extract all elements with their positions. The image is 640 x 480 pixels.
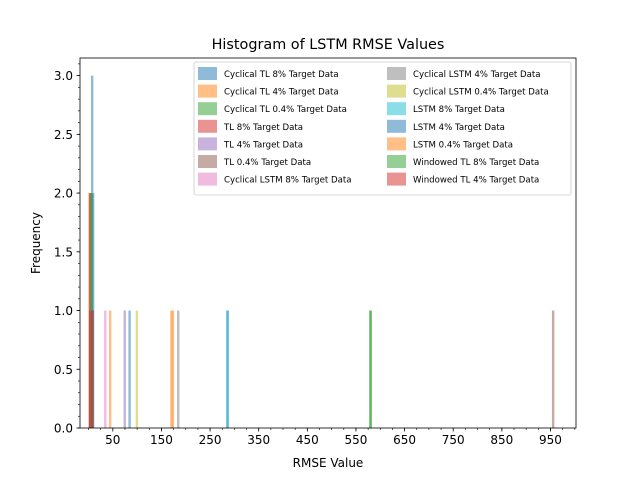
legend-label: Cyclical LSTM 0.4% Target Data: [413, 88, 549, 98]
x-axis-label: RMSE Value: [293, 456, 364, 470]
legend-box: [193, 61, 572, 196]
y-tick-label: 1.5: [54, 245, 73, 259]
legend-swatch: [387, 84, 406, 98]
legend-label: Cyclical TL 0.4% Target Data: [224, 105, 347, 115]
legend-swatch: [198, 137, 217, 151]
histogram-bar-s1-b1: [170, 310, 173, 428]
legend-label: Windowed TL 8% Target Data: [413, 158, 539, 168]
x-tick-label: 650: [393, 433, 416, 447]
axes-layer: 50 150 250 350 450 550 650 750 850 950 0.0 0.5 1.0 1.…: [54, 63, 576, 447]
x-tick-label: 950: [539, 433, 562, 447]
legend-label: LSTM 8% Target Data: [413, 105, 505, 115]
histogram-bar-s5-b1: [551, 310, 555, 428]
legend: Cyclical TL 8% Target Data Cyclical TL 4%…: [193, 61, 572, 196]
y-tick-label: 0.5: [54, 363, 73, 377]
legend-swatch: [198, 102, 217, 116]
legend-swatch: [198, 84, 217, 98]
y-tick-label: 1.0: [54, 304, 73, 318]
legend-label: Cyclical LSTM 8% Target Data: [224, 176, 352, 186]
histogram-bar-s11-b1: [171, 310, 175, 428]
histogram-bar-s12-b1: [369, 310, 373, 428]
legend-label: LSTM 0.4% Target Data: [413, 140, 513, 150]
histogram-bar-s11-b0: [108, 310, 112, 428]
x-tick-label: 850: [490, 433, 513, 447]
legend-swatch: [198, 172, 217, 186]
legend-label: Cyclical TL 4% Target Data: [224, 88, 339, 98]
x-tick-label: 350: [247, 433, 270, 447]
x-tick-label: 150: [150, 433, 173, 447]
histogram-bar-s7-b1: [177, 310, 180, 428]
histogram-bar-s4-b1: [123, 310, 126, 428]
legend-label: Cyclical LSTM 4% Target Data: [413, 70, 541, 80]
plot-frame: [79, 57, 577, 429]
x-tick-label: 450: [296, 433, 319, 447]
y-axis-label: Frequency: [29, 212, 43, 274]
histogram-bar-s9-b1: [226, 310, 230, 428]
y-tick-label: 2.5: [54, 128, 73, 142]
y-tick-label: 2.0: [54, 187, 73, 201]
legend-label: Cyclical TL 8% Target Data: [224, 70, 339, 80]
chart-title: Histogram of LSTM RMSE Values: [212, 37, 445, 53]
legend-label: Windowed TL 4% Target Data: [413, 176, 539, 186]
histogram-bar-s10-b1: [128, 310, 131, 428]
histogram-bar-s13-b0: [89, 310, 92, 428]
legend-swatch: [387, 102, 406, 116]
y-tick-label: 3.0: [54, 69, 73, 83]
x-tick-label: 550: [345, 433, 368, 447]
legend-label: TL 4% Target Data: [223, 140, 303, 150]
legend-swatch: [198, 67, 217, 80]
legend-swatch: [387, 67, 406, 80]
x-tick-label: 750: [442, 433, 465, 447]
legend-swatch: [387, 172, 406, 186]
legend-label: TL 8% Target Data: [223, 123, 303, 133]
legend-label: TL 0.4% Target Data: [223, 158, 311, 168]
legend-swatch: [198, 155, 217, 168]
x-tick-label: 50: [105, 433, 120, 447]
bars-layer: [88, 75, 555, 428]
legend-swatch: [387, 155, 406, 168]
legend-swatch: [198, 119, 217, 133]
x-tick-label: 250: [199, 433, 222, 447]
histogram-bar-s8-b1: [135, 310, 139, 428]
legend-label: LSTM 4% Target Data: [413, 123, 505, 133]
histogram-bar-s13-b1: [91, 310, 94, 428]
histogram-bar-s6-b1: [104, 310, 107, 428]
y-tick-label: 0.0: [54, 422, 73, 436]
legend-swatch: [387, 119, 406, 133]
legend-swatch: [387, 137, 406, 151]
